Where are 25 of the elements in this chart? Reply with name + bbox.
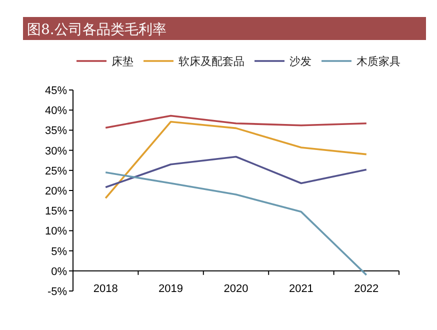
line-series bbox=[104, 172, 368, 276]
x-tick-label: 2021 bbox=[288, 283, 314, 295]
legend-label: 沙发 bbox=[290, 55, 312, 68]
x-tick-label: 2020 bbox=[224, 283, 248, 295]
y-tick-label: 10% bbox=[44, 226, 68, 238]
y-tick-label: 25% bbox=[44, 165, 68, 178]
line-series bbox=[104, 156, 368, 188]
y-tick-label: 45% bbox=[44, 85, 68, 97]
chart-title: 图8.公司各品类毛利率 bbox=[27, 22, 166, 38]
line-series bbox=[104, 120, 368, 200]
x-tick-label: 2022 bbox=[354, 283, 379, 295]
y-tick-label: 15% bbox=[44, 206, 68, 218]
legend-label: 木质家具 bbox=[356, 55, 400, 68]
legend-label: 软床及配套品 bbox=[178, 55, 244, 68]
y-tick-label: -5% bbox=[47, 286, 68, 298]
y-tick-label: 5% bbox=[51, 246, 68, 258]
legend-label: 床垫 bbox=[112, 55, 134, 68]
y-tick-label: 40% bbox=[44, 105, 68, 118]
line-series bbox=[104, 114, 368, 129]
y-tick-label: 30% bbox=[44, 145, 68, 158]
x-tick-label: 2019 bbox=[158, 283, 184, 295]
y-tick-label: 0% bbox=[51, 266, 68, 278]
x-tick-label: 2018 bbox=[93, 283, 118, 295]
y-tick-label: 20% bbox=[44, 186, 68, 198]
y-tick-label: 35% bbox=[44, 125, 68, 138]
